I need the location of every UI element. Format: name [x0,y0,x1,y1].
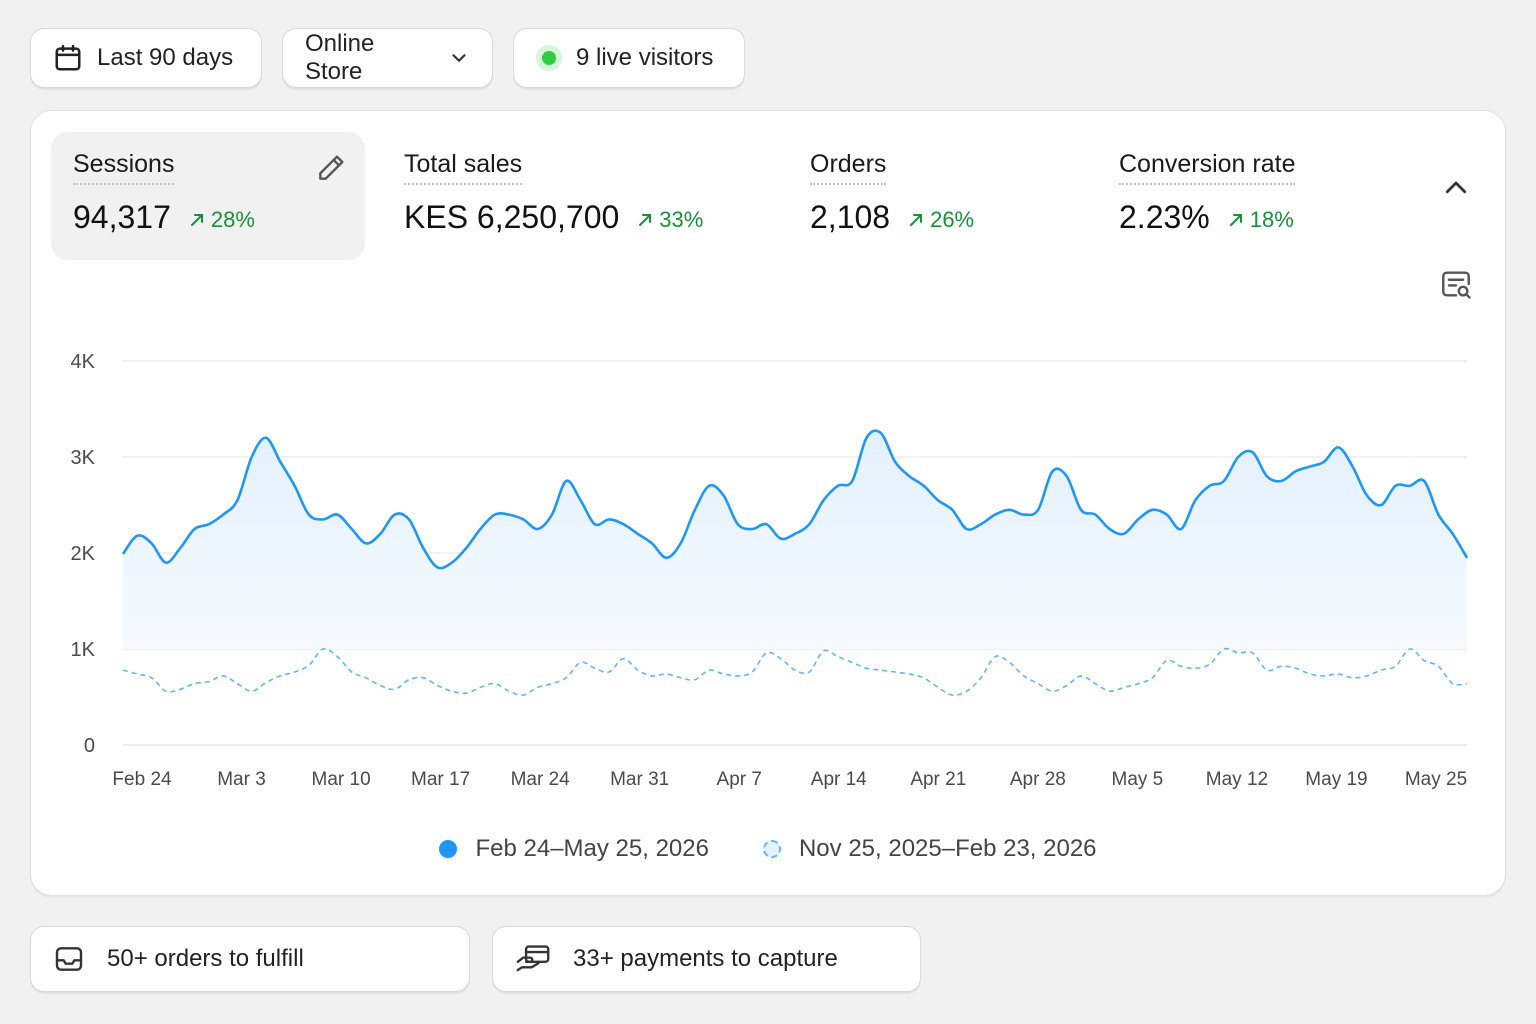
orders-to-fulfill-label: 50+ orders to fulfill [107,945,304,972]
metric-change-value: 18% [1249,207,1294,232]
metric-conversion-rate[interactable]: Conversion rate 2.23% 18% [1097,132,1387,260]
x-tick-label: Apr 14 [811,769,867,790]
payments-to-capture-label: 33+ payments to capture [573,945,838,972]
legend-item-current[interactable]: Feb 24–May 25, 2026 [439,835,709,863]
metric-value: KES 6,250,700 [404,199,620,235]
legend-dot-solid [439,840,458,858]
x-tick-label: Mar 31 [610,769,669,790]
metric-change: 33% [637,207,703,233]
metric-change-value: 26% [930,207,975,232]
x-tick-label: Apr 21 [910,769,966,790]
pencil-icon [319,155,344,180]
metric-sessions[interactable]: Sessions 94,317 28% [51,132,365,260]
series-area-current [123,430,1467,649]
arrow-up-right-icon [190,214,203,226]
payment-hand-icon [516,945,550,972]
report-search-icon [1442,271,1471,299]
sessions-chart: 0 1K 2K 3K 4K Feb 24 Mar 3 Mar 10 Mar 17 Mar 24 Ma… [71,351,1469,790]
x-tick-label: Mar 3 [217,769,266,790]
channel-select[interactable]: Online Store [282,28,493,88]
chevron-up-icon [1445,181,1467,194]
inbox-icon [55,947,83,971]
x-tick-label: Mar 10 [312,769,371,790]
legend-item-comparison[interactable]: Nov 25, 2025–Feb 23, 2026 [762,835,1097,863]
y-tick-label: 0 [84,735,95,757]
y-tick-label: 4K [71,351,96,373]
date-range-button[interactable]: Last 90 days [30,28,262,88]
x-tick-label: May 5 [1112,769,1164,790]
metric-total-sales[interactable]: Total sales KES 6,250,700 33% [382,132,762,260]
x-tick-label: Apr 7 [717,769,762,790]
x-tick-label: Apr 28 [1010,769,1066,790]
date-range-label: Last 90 days [97,44,234,71]
metric-label: Conversion rate [1119,150,1296,185]
x-tick-label: May 25 [1405,769,1467,790]
channel-label: Online Store [305,30,375,85]
y-tick-label: 3K [71,447,96,469]
x-tick-label: May 12 [1206,769,1268,790]
y-tick-label: 2K [71,543,96,565]
calendar-icon [55,44,81,71]
arrow-up-right-icon [1229,214,1242,226]
edit-metric-button[interactable] [315,152,347,189]
x-tick-label: Mar 17 [411,769,470,790]
series-line-comparison [122,647,1468,697]
metric-change: 26% [908,207,974,233]
series-line-current [121,429,1469,570]
live-status-icon [536,45,562,71]
x-tick-label: Mar 24 [511,769,571,790]
analytics-card: 0 1K 2K 3K 4K Feb 24 Mar 3 Mar 10 Mar 17 Mar 24 Ma… [30,110,1506,896]
legend-label: Feb 24–May 25, 2026 [475,835,709,862]
x-tick-label: Feb 24 [112,769,172,790]
arrow-up-right-icon [639,214,652,226]
metric-value: 2.23% [1119,199,1210,235]
metric-value: 2,108 [810,199,891,235]
arrow-up-right-icon [910,214,923,226]
metric-change: 18% [1228,207,1294,233]
legend-dot-dashed [762,840,781,858]
metric-label: Total sales [404,150,523,185]
legend-label: Nov 25, 2025–Feb 23, 2026 [798,835,1097,862]
x-tick-label: May 19 [1305,769,1367,790]
metric-value: 94,317 [73,199,171,235]
metric-change-value: 33% [659,207,704,232]
chevron-down-icon [452,54,466,62]
live-visitors-button[interactable]: 9 live visitors [513,28,745,88]
payments-to-capture-button[interactable]: 33+ payments to capture [492,926,921,992]
view-report-button[interactable] [1439,267,1473,306]
metric-label: Sessions [73,150,175,185]
orders-to-fulfill-button[interactable]: 50+ orders to fulfill [30,926,470,992]
metric-change: 28% [189,207,255,233]
chart-legend: Feb 24–May 25, 2026 Nov 25, 2025–Feb 23,… [31,835,1505,863]
live-visitors-label: 9 live visitors [576,44,714,71]
metric-orders[interactable]: Orders 2,108 26% [788,132,1068,260]
collapse-metrics-button[interactable] [1441,173,1471,208]
metric-change-value: 28% [210,207,255,232]
y-tick-label: 1K [71,639,96,661]
metric-label: Orders [810,150,887,185]
